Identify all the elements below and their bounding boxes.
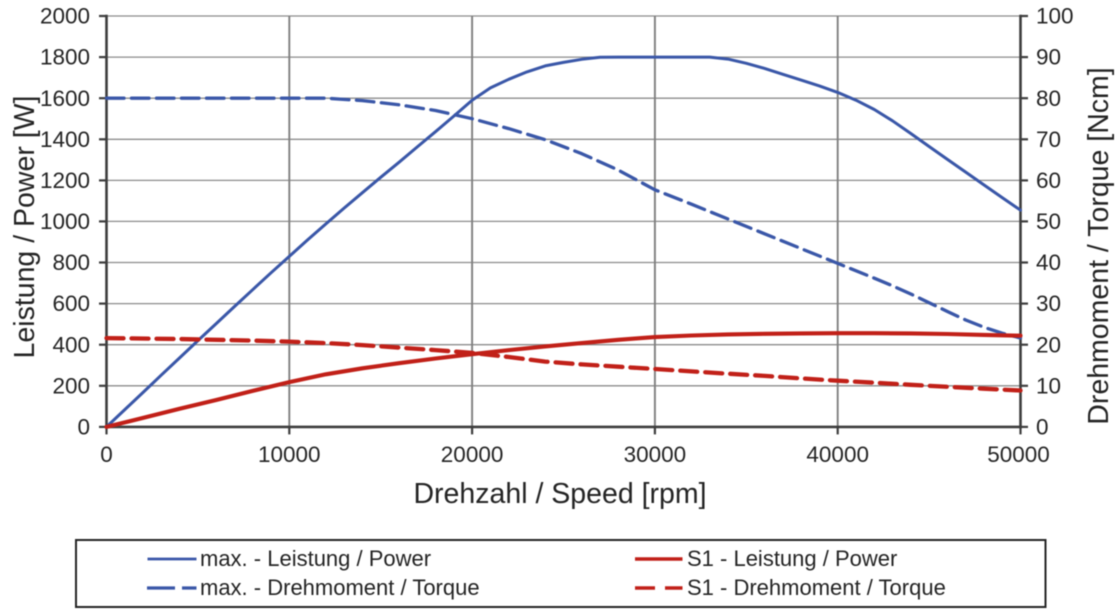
- svg-text:Drehzahl / Speed [rpm]: Drehzahl / Speed [rpm]: [413, 478, 706, 510]
- svg-text:2000: 2000: [40, 4, 90, 29]
- svg-text:30000: 30000: [624, 442, 687, 467]
- svg-text:30: 30: [1036, 291, 1061, 316]
- svg-text:10: 10: [1036, 373, 1061, 398]
- svg-text:60: 60: [1036, 168, 1061, 193]
- svg-text:100: 100: [1036, 4, 1074, 29]
- svg-text:200: 200: [52, 373, 90, 398]
- svg-text:90: 90: [1036, 45, 1061, 70]
- svg-text:S1 - Drehmoment / Torque: S1 - Drehmoment / Torque: [687, 575, 946, 600]
- svg-text:0: 0: [1036, 415, 1049, 440]
- svg-text:50: 50: [1036, 209, 1061, 234]
- svg-text:1400: 1400: [40, 127, 90, 152]
- svg-text:max. - Leistung / Power: max. - Leistung / Power: [200, 546, 431, 571]
- svg-text:1000: 1000: [40, 209, 90, 234]
- svg-text:50000: 50000: [987, 442, 1050, 467]
- svg-text:max. - Drehmoment / Torque: max. - Drehmoment / Torque: [200, 575, 480, 600]
- svg-text:0: 0: [77, 415, 90, 440]
- svg-text:0: 0: [100, 442, 113, 467]
- svg-text:20000: 20000: [441, 442, 504, 467]
- svg-text:70: 70: [1036, 127, 1061, 152]
- svg-text:1800: 1800: [40, 45, 90, 70]
- svg-text:Leistung / Power [W]: Leistung / Power [W]: [9, 96, 41, 359]
- svg-text:10000: 10000: [258, 442, 321, 467]
- svg-text:Drehmoment / Torque [Ncm]: Drehmoment / Torque [Ncm]: [1083, 67, 1115, 424]
- svg-text:600: 600: [52, 291, 90, 316]
- svg-text:80: 80: [1036, 86, 1061, 111]
- svg-text:400: 400: [52, 332, 90, 357]
- svg-text:S1 - Leistung / Power: S1 - Leistung / Power: [687, 546, 897, 571]
- svg-text:800: 800: [52, 250, 90, 275]
- svg-text:40000: 40000: [806, 442, 869, 467]
- svg-text:20: 20: [1036, 332, 1061, 357]
- svg-text:1600: 1600: [40, 86, 90, 111]
- svg-text:1200: 1200: [40, 168, 90, 193]
- svg-text:40: 40: [1036, 250, 1061, 275]
